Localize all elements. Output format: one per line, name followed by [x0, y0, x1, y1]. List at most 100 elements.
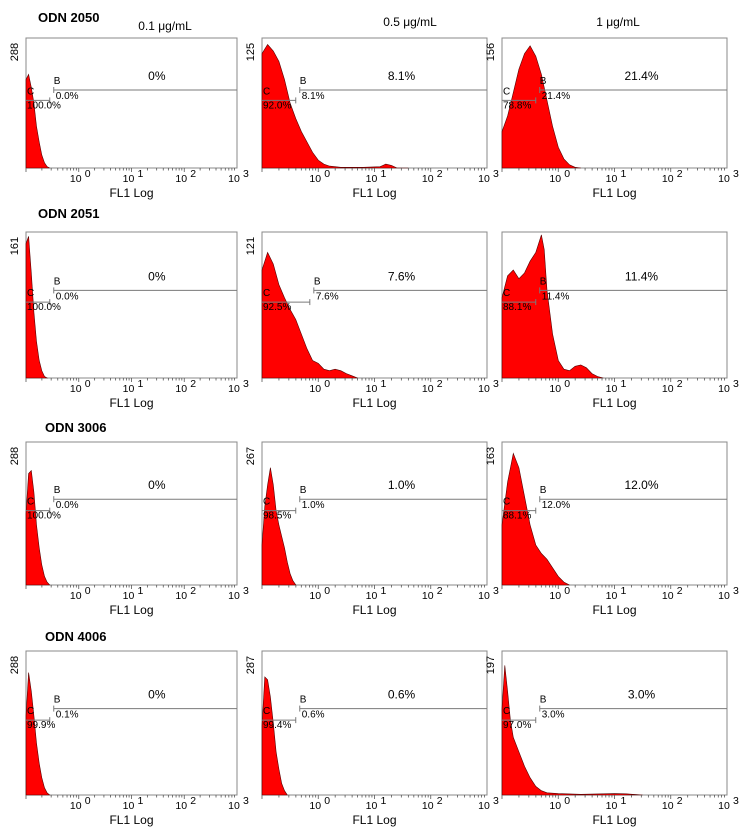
x-tick-label: 10: [366, 590, 378, 602]
x-tick-label: 10: [478, 173, 490, 185]
x-tick-exponent: 1: [138, 585, 144, 597]
histogram-area: [501, 665, 643, 796]
x-tick-label: 10: [70, 383, 82, 395]
gate-c-percent: 99.4%: [263, 720, 291, 731]
x-tick-exponent: 1: [381, 585, 387, 597]
x-tick-exponent: 1: [381, 378, 387, 390]
x-tick-label: 10: [123, 800, 135, 812]
x-tick-exponent: 3: [493, 168, 499, 180]
x-tick-label: 10: [549, 383, 561, 395]
gate-b-letter: B: [300, 695, 307, 706]
gate-b-letter: B: [54, 76, 61, 87]
gate-c-letter: C: [503, 497, 510, 508]
x-tick-label: 10: [606, 173, 618, 185]
histogram-area: [25, 73, 50, 169]
y-max-label: 197: [485, 656, 497, 674]
gate-b-percent: 0.1%: [56, 710, 79, 721]
x-tick-exponent: 2: [190, 795, 196, 807]
gate-c-letter: C: [263, 497, 270, 508]
gate-b-summary: 0%: [148, 69, 166, 83]
gate-b-summary: 0.6%: [388, 688, 416, 702]
x-axis-label: FL1 Log: [592, 603, 636, 617]
x-tick-label: 10: [175, 590, 187, 602]
histogram-area: [25, 469, 51, 586]
x-tick-label: 10: [309, 800, 321, 812]
x-tick-exponent: 0: [324, 795, 330, 807]
gate-c-letter: C: [27, 497, 34, 508]
gate-b-letter: B: [540, 695, 547, 706]
gate-c-percent: 100.0%: [27, 302, 61, 313]
x-tick-label: 10: [228, 590, 240, 602]
x-tick-exponent: 1: [381, 168, 387, 180]
x-tick-label: 10: [309, 173, 321, 185]
x-axis-label: FL1 Log: [109, 396, 153, 410]
x-tick-label: 10: [478, 383, 490, 395]
x-tick-exponent: 1: [621, 585, 627, 597]
histogram-area: [261, 676, 288, 796]
x-tick-exponent: 2: [190, 168, 196, 180]
x-tick-exponent: 3: [243, 795, 249, 807]
x-tick-exponent: 1: [621, 378, 627, 390]
histogram-area: [501, 452, 570, 586]
x-tick-label: 10: [175, 800, 187, 812]
y-max-label: 156: [485, 43, 497, 61]
gate-c-letter: C: [27, 86, 34, 97]
x-tick-label: 10: [123, 173, 135, 185]
x-tick-exponent: 3: [733, 168, 739, 180]
gate-b-percent: 1.0%: [302, 500, 325, 511]
gate-b-percent: 3.0%: [542, 710, 565, 721]
x-tick-label: 10: [549, 590, 561, 602]
x-tick-label: 10: [718, 590, 730, 602]
x-tick-label: 10: [228, 383, 240, 395]
x-tick-label: 10: [662, 800, 674, 812]
x-tick-label: 10: [70, 173, 82, 185]
gate-c-letter: C: [503, 86, 510, 97]
x-axis-label: FL1 Log: [352, 396, 396, 410]
x-tick-label: 10: [718, 800, 730, 812]
gate-c-percent: 100.0%: [27, 100, 61, 111]
x-tick-label: 10: [366, 383, 378, 395]
x-axis-label: FL1 Log: [592, 186, 636, 200]
gate-b-letter: B: [540, 76, 547, 87]
gate-b-percent: 0.0%: [56, 291, 79, 302]
x-tick-label: 10: [123, 383, 135, 395]
x-tick-exponent: 0: [564, 168, 570, 180]
x-tick-label: 10: [366, 800, 378, 812]
gate-b-letter: B: [300, 485, 307, 496]
gate-b-summary: 0%: [148, 688, 166, 702]
histogram-area: [501, 234, 604, 379]
gate-b-summary: 1.0%: [388, 478, 416, 492]
x-tick-label: 10: [309, 590, 321, 602]
x-tick-exponent: 2: [437, 585, 443, 597]
x-axis-label: FL1 Log: [109, 186, 153, 200]
x-tick-exponent: 2: [677, 585, 683, 597]
x-tick-label: 10: [549, 800, 561, 812]
x-tick-exponent: 1: [138, 795, 144, 807]
x-tick-label: 10: [422, 590, 434, 602]
histogram-area: [261, 43, 409, 169]
x-tick-exponent: 1: [621, 168, 627, 180]
x-axis-label: FL1 Log: [352, 813, 396, 827]
x-tick-exponent: 2: [677, 795, 683, 807]
gate-b-percent: 0.6%: [302, 710, 325, 721]
gate-b-summary: 8.1%: [388, 69, 416, 83]
x-tick-exponent: 3: [733, 378, 739, 390]
gate-b-percent: 7.6%: [316, 291, 339, 302]
gate-b-summary: 21.4%: [624, 69, 658, 83]
x-tick-exponent: 0: [564, 378, 570, 390]
x-tick-label: 10: [606, 383, 618, 395]
gate-c-percent: 92.0%: [263, 100, 291, 111]
x-tick-label: 10: [606, 800, 618, 812]
gate-b-letter: B: [54, 276, 61, 287]
x-axis-label: FL1 Log: [109, 813, 153, 827]
x-axis-label: FL1 Log: [592, 396, 636, 410]
x-tick-exponent: 2: [437, 378, 443, 390]
x-tick-exponent: 0: [324, 585, 330, 597]
gate-b-letter: B: [540, 485, 547, 496]
x-axis-label: FL1 Log: [592, 813, 636, 827]
gate-c-letter: C: [27, 288, 34, 299]
gate-b-summary: 0%: [148, 269, 166, 283]
x-tick-exponent: 3: [243, 378, 249, 390]
gate-b-letter: B: [54, 485, 61, 496]
